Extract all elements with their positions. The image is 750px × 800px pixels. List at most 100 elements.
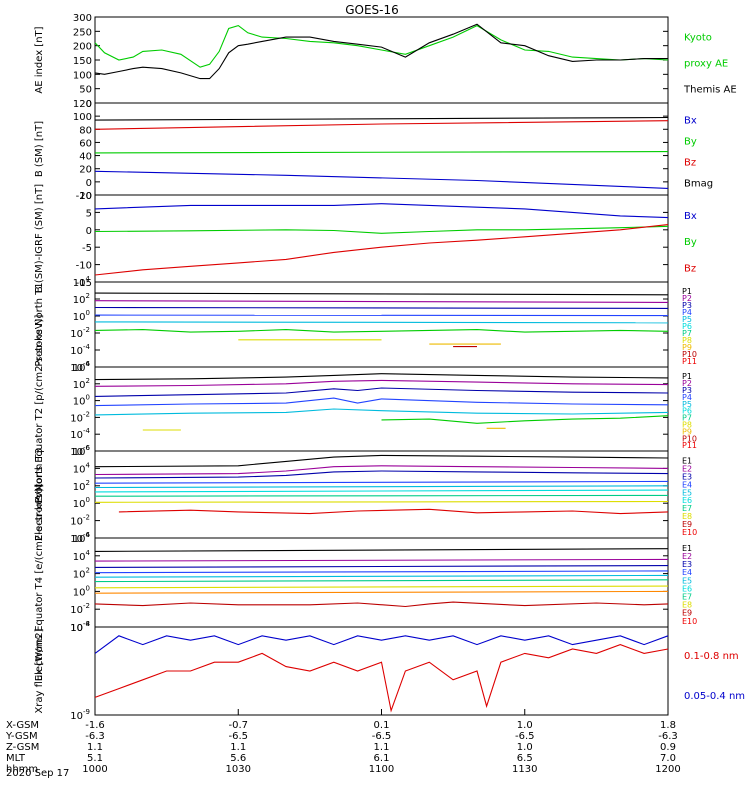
y-axis-label: Protons North T1 xyxy=(34,282,45,366)
legend-entry: P5 xyxy=(682,315,692,324)
y-axis-label: B (SM) [nT] xyxy=(34,121,45,177)
series-line xyxy=(381,415,669,424)
legend-entry: E6 xyxy=(682,584,692,593)
y-tick-label: 40 xyxy=(79,152,92,163)
series-line xyxy=(94,590,669,594)
legend-entry: E2 xyxy=(682,552,692,561)
y-tick-label: -15 xyxy=(76,278,92,289)
legend-entry: E8 xyxy=(682,601,692,610)
y-tick-label: -10 xyxy=(76,261,92,272)
x-row-value: 6.5 xyxy=(517,753,533,764)
x-row-value: 1000 xyxy=(82,764,107,775)
legend-entry: E10 xyxy=(682,617,697,626)
x-row-value: 1200 xyxy=(655,764,680,775)
legend-entry: Themis AE xyxy=(683,85,737,96)
legend-entry: E3 xyxy=(682,560,692,569)
x-row-value: 0.1 xyxy=(374,720,390,731)
panel-frame xyxy=(94,194,669,283)
y-tick-label: 100 xyxy=(73,112,92,123)
series-line xyxy=(94,489,669,493)
x-row-value: 1130 xyxy=(512,764,537,775)
legend-entry: E2 xyxy=(682,465,692,474)
legend-entry: Bmag xyxy=(684,179,713,190)
legend-entry: P4 xyxy=(682,393,692,402)
y-tick-label: 0 xyxy=(86,226,92,237)
legend-entry: P8 xyxy=(682,421,692,430)
legend-entry: E8 xyxy=(682,512,692,521)
y-tick-label: 102 xyxy=(73,479,90,493)
y-axis-label: Electrons Equator T4 [e/(cm2-s-sr-keV)] xyxy=(34,484,45,681)
y-tick-label: 0 xyxy=(86,99,92,110)
series-line xyxy=(94,321,669,324)
series-line xyxy=(94,635,669,654)
y-tick-label: 10-4 xyxy=(70,343,90,357)
y-tick-label: 10-2 xyxy=(70,326,90,340)
y-tick-label: 250 xyxy=(73,27,92,38)
series-line xyxy=(94,170,669,189)
y-tick-label: 100 xyxy=(73,70,92,81)
legend-entry: By xyxy=(684,237,697,248)
panel-frame xyxy=(94,450,669,539)
series-line xyxy=(94,373,669,381)
y-tick-label: 60 xyxy=(79,138,92,149)
date-label: 2020 Sep 17 xyxy=(6,768,69,779)
x-row-value: 1.1 xyxy=(87,742,103,753)
y-tick-label: 102 xyxy=(73,292,90,306)
series-line xyxy=(94,300,669,303)
series-line xyxy=(94,500,669,503)
x-row-value: 0.9 xyxy=(660,742,676,753)
x-row-value: 7.0 xyxy=(660,753,676,764)
y-axis-label: Electrons North T3 xyxy=(34,448,45,541)
legend-entry: P8 xyxy=(682,336,692,345)
x-axis-group: X-GSM -1.6 -0.7 0.1 1.0 1.8 Y-GSM -6.3 -6.5 -6.5 -… xyxy=(5,709,681,775)
legend-entry: E6 xyxy=(682,496,692,505)
y-axis-label: Xray flux [W/m2] xyxy=(34,628,45,713)
y-tick-label: 10-2 xyxy=(70,602,90,616)
y-tick-label: 20 xyxy=(79,165,92,176)
legend-entry: Bz xyxy=(684,158,696,169)
x-row-value: -1.6 xyxy=(85,720,105,731)
y-tick-label: 80 xyxy=(79,125,92,136)
y-tick-label: 100 xyxy=(73,584,90,598)
series-line xyxy=(94,329,669,333)
legend-entry: E7 xyxy=(682,592,692,601)
y-tick-label: 100 xyxy=(73,309,90,323)
y-tick-label: 10-4 xyxy=(70,427,90,441)
legend-entry: P6 xyxy=(682,322,692,331)
x-row-value: 6.1 xyxy=(374,753,390,764)
legend-entry: P10 xyxy=(682,434,697,443)
legend-entry: E7 xyxy=(682,504,692,513)
series-line xyxy=(94,225,669,234)
y-tick-label: 102 xyxy=(73,377,90,391)
legend-entry: P5 xyxy=(682,400,692,409)
legend-entry: P10 xyxy=(682,350,697,359)
y-tick-label: 104 xyxy=(73,461,91,475)
series-line xyxy=(94,224,669,276)
x-row-value: 5.1 xyxy=(87,753,103,764)
legend-entry: Bx xyxy=(684,116,697,127)
x-row-value: 1.1 xyxy=(374,742,390,753)
series-line xyxy=(94,24,669,68)
y-tick-label: 5 xyxy=(86,208,92,219)
figure-title: GOES-16 xyxy=(345,3,399,17)
x-row-value: -0.7 xyxy=(228,720,248,731)
x-row-value: 5.6 xyxy=(230,753,246,764)
legend-entry: E5 xyxy=(682,576,692,585)
series-line xyxy=(94,397,669,407)
legend-entry: P1 xyxy=(682,372,692,381)
series-line xyxy=(94,565,669,568)
panel-frame xyxy=(94,102,669,196)
series-line xyxy=(94,306,669,309)
x-row-value: -6.5 xyxy=(372,731,392,742)
panel-frame xyxy=(94,16,669,104)
y-tick-label: 150 xyxy=(73,56,92,67)
legend-entry: E1 xyxy=(682,457,692,466)
legend-entry: P11 xyxy=(682,441,697,450)
legend-entry: P7 xyxy=(682,329,692,338)
y-tick-label: 10-2 xyxy=(70,410,90,424)
x-row-label: Y-GSM xyxy=(5,731,38,742)
x-row-label: Z-GSM xyxy=(6,742,39,753)
